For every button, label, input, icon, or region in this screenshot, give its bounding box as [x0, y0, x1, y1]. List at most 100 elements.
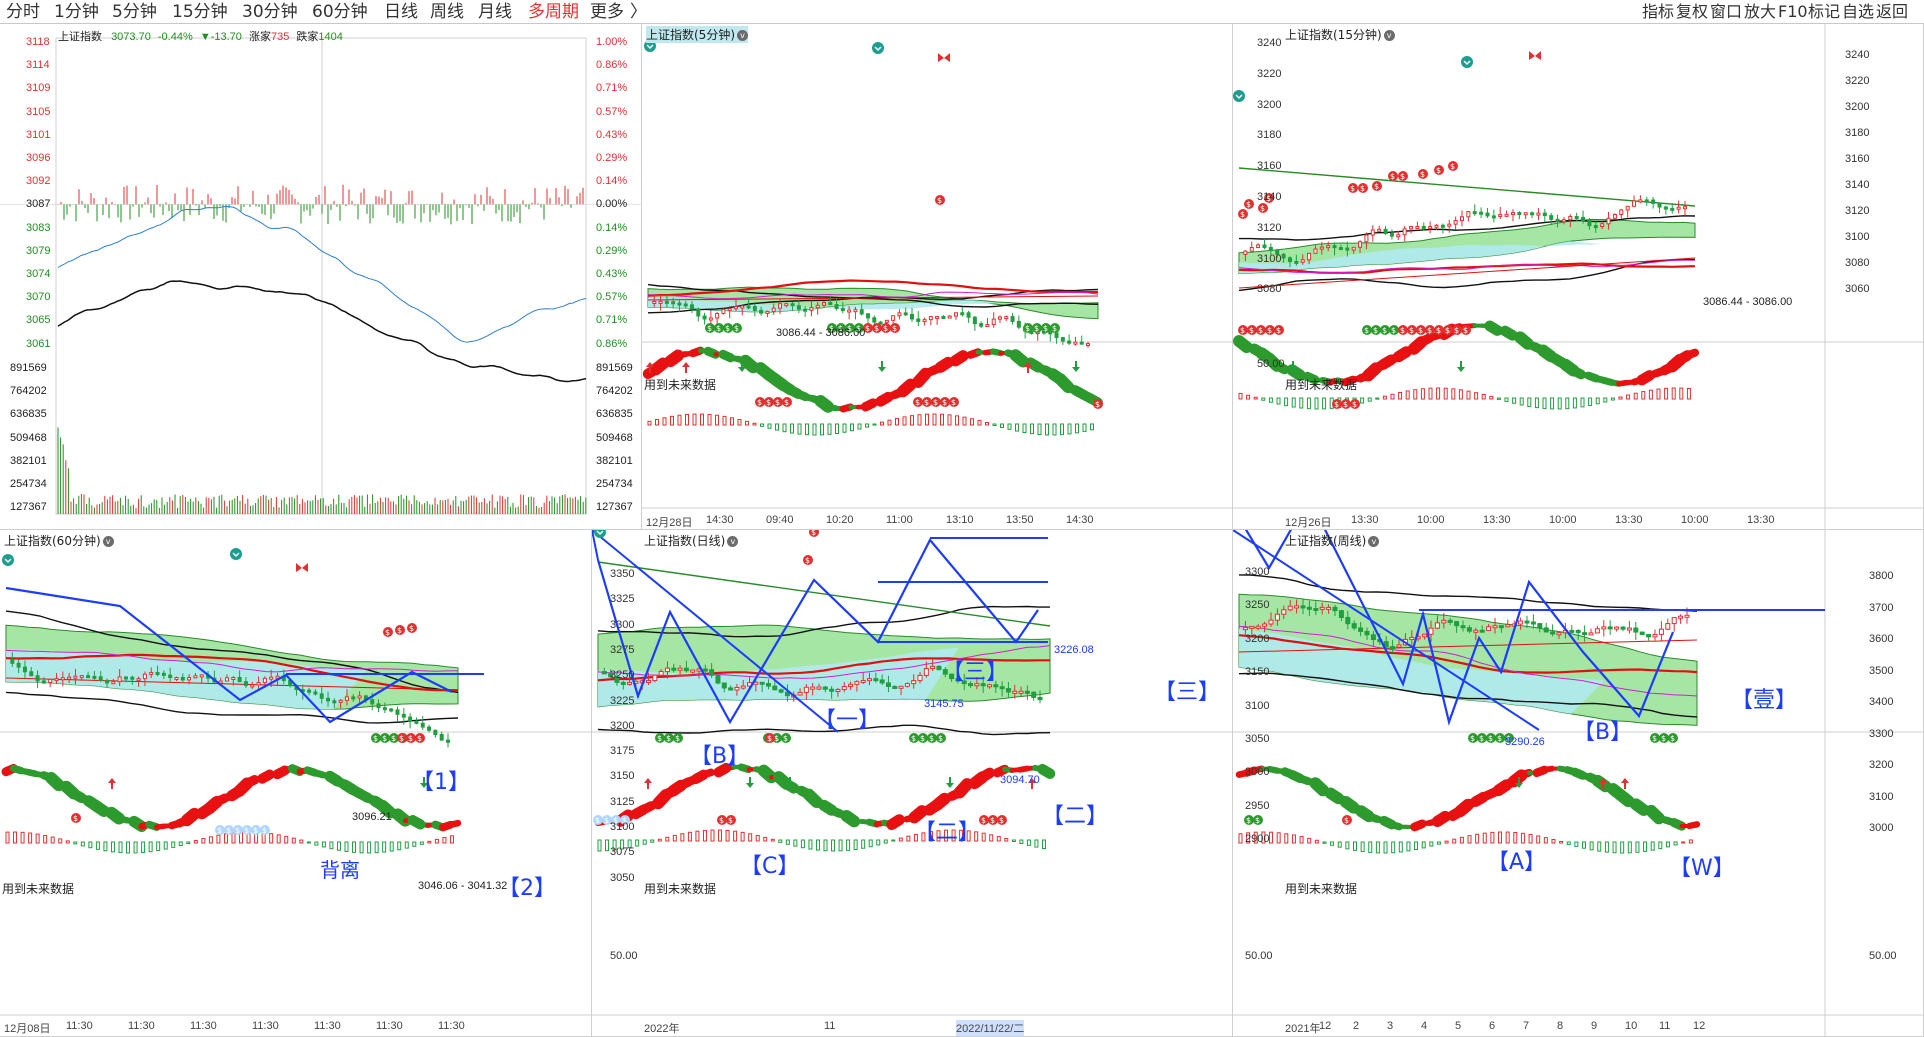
- candle-body: [1067, 340, 1072, 344]
- volume-bar: [5, 831, 10, 844]
- tool-f10[interactable]: F10: [1778, 2, 1808, 21]
- candle-body: [111, 681, 116, 685]
- chevron-down-icon[interactable]: v: [1383, 30, 1395, 41]
- candle-body: [142, 673, 147, 680]
- tool-indicator[interactable]: 指标: [1642, 2, 1675, 21]
- chart-canvas-5min[interactable]: $ $ $ $ $ $ $ $ $ $ $ $ $ $ $ $ $ $ $ $ $ $ $ $ $ $ $: [642, 24, 1233, 530]
- tool-back[interactable]: 返回: [1876, 2, 1909, 21]
- volume-bar: [284, 835, 289, 844]
- chevron-down-icon[interactable]: v: [102, 536, 114, 547]
- candle-body: [1332, 245, 1337, 249]
- panel-title-60min[interactable]: 上证指数(60分钟) v: [4, 532, 114, 549]
- candle-body: [809, 307, 814, 311]
- candle-body: [1086, 343, 1090, 347]
- volume-bar: [1405, 390, 1410, 400]
- chart-canvas-60min[interactable]: $$$$$$$$$$$$$$$$$: [0, 530, 592, 1037]
- signal-coin-icon: [1388, 171, 1398, 181]
- intraday-chart-panel[interactable]: 上证指数 3073.70 -0.44% ▼-13.70 涨家735 跌家1404…: [0, 24, 642, 530]
- long-term-ma-red: [1238, 639, 1698, 653]
- candle-body: [395, 709, 400, 715]
- candle-body: [815, 304, 820, 309]
- volume-bar: [1067, 423, 1072, 435]
- period-tab-1min[interactable]: 1分钟: [54, 2, 99, 22]
- panel-title-15min[interactable]: 上证指数(15分钟) v: [1285, 26, 1395, 43]
- period-tab-week[interactable]: 周线: [430, 2, 464, 22]
- panel-title-daily[interactable]: 上证指数(日线) v: [644, 532, 739, 549]
- volume-bar: [118, 841, 123, 854]
- period-tab-multi[interactable]: 多周期: [528, 2, 579, 22]
- volume-bar: [1383, 841, 1388, 854]
- candle-body: [338, 699, 343, 703]
- period-tab-month[interactable]: 月线: [478, 2, 512, 22]
- volume-bar: [1458, 389, 1463, 400]
- x-axis-tick: 7: [1523, 1020, 1530, 1032]
- volume-bar: [1291, 834, 1296, 844]
- candle-body: [765, 310, 770, 314]
- candle-body: [910, 314, 914, 320]
- candle-body: [1530, 212, 1535, 216]
- candle-body: [790, 303, 795, 307]
- chart-canvas-daily[interactable]: $$$$$$$$$$$$$$$$$$$$$$$$$$: [592, 530, 1233, 1037]
- signal-coin-icon: [664, 733, 674, 743]
- pct-tick: 0.71%: [596, 82, 628, 95]
- plot-frame: [55, 37, 587, 515]
- macd-band-segment: [1686, 821, 1701, 830]
- chart-panel-60min[interactable]: $$$$$$$$$$$$$$$$$ 上证指数(60分钟)v 用到未来数据 309…: [0, 530, 592, 1037]
- panel-title-5min[interactable]: 上证指数(5分钟) v: [646, 26, 748, 43]
- period-tab-day[interactable]: 日线: [384, 2, 418, 22]
- x-axis-tick: 11:00: [886, 514, 913, 526]
- chart-panel-5min[interactable]: $ $ $ $ $ $ $ $ $ $ $ $ $ $ $ $ $ $ $ $ $ $ $ $ $ $ $ 上证指数(5分钟) v 用…: [642, 24, 1233, 530]
- volume-bar: [692, 413, 697, 426]
- volume-bar: [1375, 397, 1380, 400]
- panel-title-text: 上证指数(15分钟): [1285, 28, 1382, 42]
- candle-body: [1575, 629, 1581, 634]
- period-tab-5min[interactable]: 5分钟: [112, 2, 157, 22]
- candle-body: [98, 676, 103, 681]
- chart-canvas-15min[interactable]: $ $ $ $ $ $ $ $ $ $ $ $ $ $ $ $ $$ $ $$$ $$$ $ $$ $ $ $ $: [1233, 24, 1924, 530]
- y-axis-tick: 3300: [1245, 566, 1270, 578]
- signal-coin-icon-glyph: $: [1246, 200, 1251, 209]
- chart-panel-daily[interactable]: $$$$$$$$$$$$$$$$$$$$$$$$$$ 上证指数(日线)v 用到未…: [592, 530, 1233, 1037]
- tool-adjust[interactable]: 复权: [1676, 2, 1709, 21]
- signal-coin-icon: [260, 825, 270, 835]
- price-tick: 3101: [26, 128, 51, 141]
- candle-body: [1306, 606, 1312, 610]
- signal-coin-icon: [383, 627, 393, 637]
- volume-bar: [1436, 387, 1441, 400]
- chart-panel-weekly[interactable]: $ $ $ $ $ $ $ $ $ $ $ 上证指数(周线) v 用到未来数据 3290.26 【壹】…: [1233, 530, 1924, 1037]
- signal-coin-icon-glyph: $: [1450, 162, 1455, 171]
- signal-coin-icon: [732, 323, 742, 333]
- chevron-down-icon[interactable]: v: [727, 536, 739, 547]
- candle-body: [130, 676, 135, 680]
- chart-panel-15min[interactable]: $ $ $ $ $ $ $ $ $ $ $ $ $ $ $ $ $ $ $ $ $ $ $ $ $ $ $ $ $ $ $ $ 上证指数(15…: [1233, 24, 1924, 530]
- volume-bar: [955, 415, 959, 426]
- period-tab-60min[interactable]: 60分钟: [312, 2, 368, 22]
- tool-mark[interactable]: 标记: [1808, 2, 1841, 21]
- intraday-chart-canvas[interactable]: [0, 24, 642, 530]
- tool-zoom[interactable]: 放大: [1744, 2, 1777, 21]
- candle-body: [1614, 626, 1620, 630]
- y-axis-tick: 3075: [610, 846, 635, 859]
- volume-bar: [1284, 833, 1289, 844]
- more-arrow-icon[interactable]: 〉: [630, 2, 647, 22]
- chevron-down-icon[interactable]: v: [1368, 536, 1380, 547]
- volume-bar: [1004, 838, 1009, 842]
- chevron-down-icon[interactable]: v: [737, 30, 748, 41]
- candle-body: [734, 686, 740, 691]
- arrow-down-icon: [1289, 361, 1297, 372]
- period-tab-fenshi[interactable]: 分时: [6, 2, 40, 22]
- oscillator-tick: 50.00: [1245, 950, 1273, 962]
- candle-body: [816, 686, 822, 690]
- period-tab-more[interactable]: 更多: [590, 2, 624, 22]
- period-tab-15min[interactable]: 15分钟: [172, 2, 228, 22]
- period-tab-30min[interactable]: 30分钟: [242, 2, 298, 22]
- candle-body: [917, 674, 923, 682]
- bollinger-upper: [597, 605, 1050, 638]
- panel-title-weekly[interactable]: 上证指数(周线) v: [1285, 532, 1380, 549]
- chart-canvas-weekly[interactable]: $ $ $ $ $ $ $ $ $ $ $: [1233, 530, 1924, 1037]
- tool-window[interactable]: 窗口: [1710, 2, 1743, 21]
- candle-body: [1351, 246, 1356, 251]
- signal-coin-icon-glyph: $: [217, 826, 222, 835]
- volume-bar: [940, 413, 944, 426]
- tool-watchlist[interactable]: 自选: [1842, 2, 1875, 21]
